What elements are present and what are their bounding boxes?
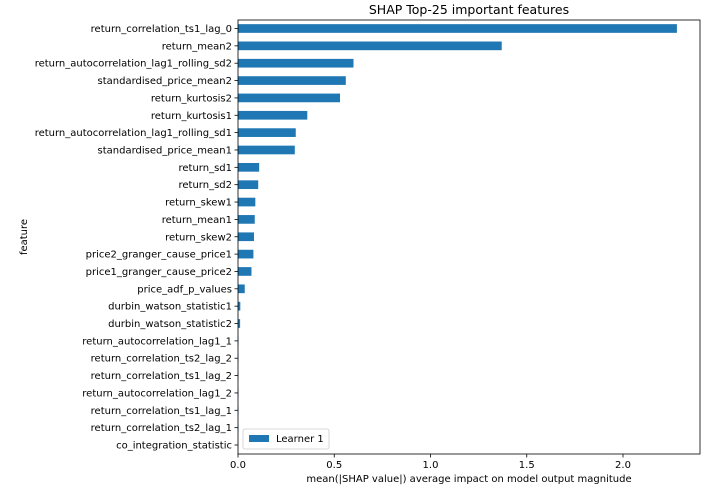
legend: Learner 1: [242, 428, 330, 450]
x-ticks: 0.0 0.5 1.0 1.5 2.0: [230, 454, 631, 471]
y-tick-label: return_sd2: [179, 180, 233, 191]
y-tick-label: return_autocorrelation_lag1_rolling_sd1: [35, 128, 232, 139]
y-tick-label: standardised_price_mean1: [98, 145, 232, 156]
bar-standardised-price-mean2: [238, 76, 346, 85]
chart-title: SHAP Top-25 important features: [369, 2, 569, 17]
y-tick-label: return_correlation_ts1_lag_1: [91, 406, 232, 417]
bar-price2-granger-cause-price1: [238, 249, 254, 259]
bar-standardised-price-mean1: [238, 145, 295, 155]
y-tick-labels: return_correlation_ts1_lag_0 return_mean2…: [35, 24, 238, 452]
y-tick-label: return_correlation_ts1_lag_2: [91, 371, 232, 382]
bar-return-skew1: [238, 197, 256, 207]
y-tick-label: co_integration_statistic: [116, 441, 232, 452]
x-tick-label: 1.5: [519, 460, 535, 471]
x-tick-label: 0.0: [230, 460, 246, 471]
y-tick-label: durbin_watson_statistic2: [108, 319, 232, 330]
y-tick-label: return_kurtosis2: [151, 93, 232, 104]
y-tick-label: return_correlation_ts2_lag_1: [91, 423, 232, 434]
bar-return-sd1: [238, 162, 260, 172]
axes-frame: [237, 19, 701, 455]
y-tick-label: return_correlation_ts2_lag_2: [91, 354, 232, 365]
bar-group: [238, 24, 677, 450]
y-tick-label: return_correlation_ts1_lag_0: [91, 24, 232, 35]
bar-durbin-watson-statistic1: [238, 301, 241, 311]
y-tick-label: return_sd1: [179, 163, 233, 174]
y-tick-label: return_autocorrelation_lag1_rolling_sd2: [35, 59, 232, 70]
y-tick-label: price2_granger_cause_price1: [86, 250, 232, 261]
y-tick-label: return_skew1: [165, 198, 232, 209]
bar-return-mean2: [238, 41, 502, 51]
bar-return-correlation-ts1-lag-0: [238, 24, 677, 33]
y-tick-label: return_autocorrelation_lag1_1: [82, 336, 232, 347]
x-tick-label: 2.0: [615, 460, 631, 471]
y-tick-label: return_mean2: [162, 41, 232, 52]
bar-return-autocorrelation-lag1-rolling-sd1: [238, 128, 296, 137]
x-axis-label: mean(|SHAP value|) average impact on mod…: [306, 474, 631, 485]
bar-price1-granger-cause-price2: [238, 267, 252, 276]
bar-return-kurtosis2: [238, 93, 341, 103]
bar-return-sd2: [238, 180, 259, 190]
x-tick-label: 1.0: [423, 460, 439, 471]
y-tick-label: price1_granger_cause_price2: [86, 267, 232, 278]
legend-box: [242, 428, 330, 450]
bar-price-adf-p-values: [238, 284, 245, 294]
y-axis-label: feature: [19, 219, 30, 255]
bar-return-autocorrelation-lag1-rolling-sd2: [238, 58, 354, 68]
bar-return-kurtosis1: [238, 110, 308, 120]
legend-swatch: [249, 435, 269, 442]
y-tick-label: durbin_watson_statistic1: [108, 302, 232, 313]
y-tick-label: standardised_price_mean2: [98, 76, 232, 87]
bar-durbin-watson-statistic2: [238, 319, 241, 328]
bar-return-mean1: [238, 215, 255, 224]
x-tick-label: 0.5: [326, 460, 342, 471]
y-tick-label: return_skew2: [165, 232, 232, 243]
y-tick-label: return_mean1: [162, 215, 232, 226]
y-tick-label: return_autocorrelation_lag1_2: [82, 388, 232, 399]
y-tick-label: return_kurtosis1: [151, 111, 232, 122]
legend-label: Learner 1: [276, 434, 324, 445]
y-tick-label: price_adf_p_values: [137, 284, 232, 295]
bar-return-skew2: [238, 232, 254, 242]
